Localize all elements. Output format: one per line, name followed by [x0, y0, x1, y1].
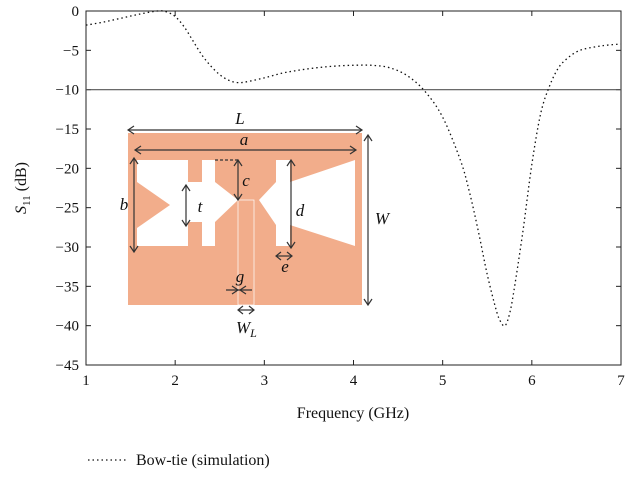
dim-label-L: L [234, 109, 244, 128]
x-tick-label-4: 4 [350, 373, 358, 389]
y-tick-label--5: −5 [63, 43, 79, 59]
antenna-inset: L a b c t d W e g WL [120, 109, 391, 340]
y-axis-ticks: 0 −5 −10 −15 −20 −25 −30 −35 −40 −45 [56, 4, 621, 374]
series-line-bow-tie [85, 10, 622, 327]
y-tick-label--10: −10 [56, 83, 79, 99]
y-tick-label-0: 0 [72, 4, 80, 20]
x-tick-label-2: 2 [171, 373, 179, 389]
dim-label-WL: WL [236, 318, 257, 340]
y-tick-label--20: −20 [56, 161, 79, 177]
y-tick-label--30: −30 [56, 240, 79, 256]
legend: Bow-tie (simulation) [88, 452, 270, 469]
y-tick-label--25: −25 [56, 201, 79, 217]
dim-label-g: g [236, 267, 245, 286]
x-axis-label: Frequency (GHz) [297, 405, 409, 422]
dim-label-b: b [120, 195, 129, 214]
dim-label-WL-main: W [236, 318, 252, 337]
x-tick-label-5: 5 [439, 373, 447, 389]
x-tick-label-3: 3 [261, 373, 269, 389]
dim-label-e: e [281, 257, 289, 276]
y-tick-label--45: −45 [56, 358, 79, 374]
dim-label-W: W [375, 209, 391, 228]
feed-line [237, 199, 255, 306]
x-tick-label-1: 1 [82, 373, 90, 389]
dim-label-d: d [296, 201, 305, 220]
dim-label-c: c [242, 171, 250, 190]
y-axis-label-unit: (dB) [13, 162, 30, 195]
y-axis-label-sub: 11 [21, 195, 33, 206]
right-slot [259, 160, 355, 246]
left-slot [137, 160, 238, 246]
legend-label: Bow-tie (simulation) [136, 452, 270, 469]
y-tick-label--35: −35 [56, 279, 79, 295]
dim-label-a: a [240, 130, 249, 149]
x-axis-ticks: 1 2 3 4 5 6 7 [82, 11, 625, 389]
y-axis-label: S11 (dB) [13, 162, 33, 214]
dim-label-t: t [198, 197, 204, 216]
dim-label-WL-sub: L [249, 326, 257, 340]
y-tick-label--40: −40 [56, 319, 79, 335]
x-tick-label-6: 6 [528, 373, 536, 389]
x-tick-label-7: 7 [617, 373, 625, 389]
y-axis-label-main: S [13, 206, 30, 214]
y-tick-label--15: −15 [56, 122, 79, 138]
